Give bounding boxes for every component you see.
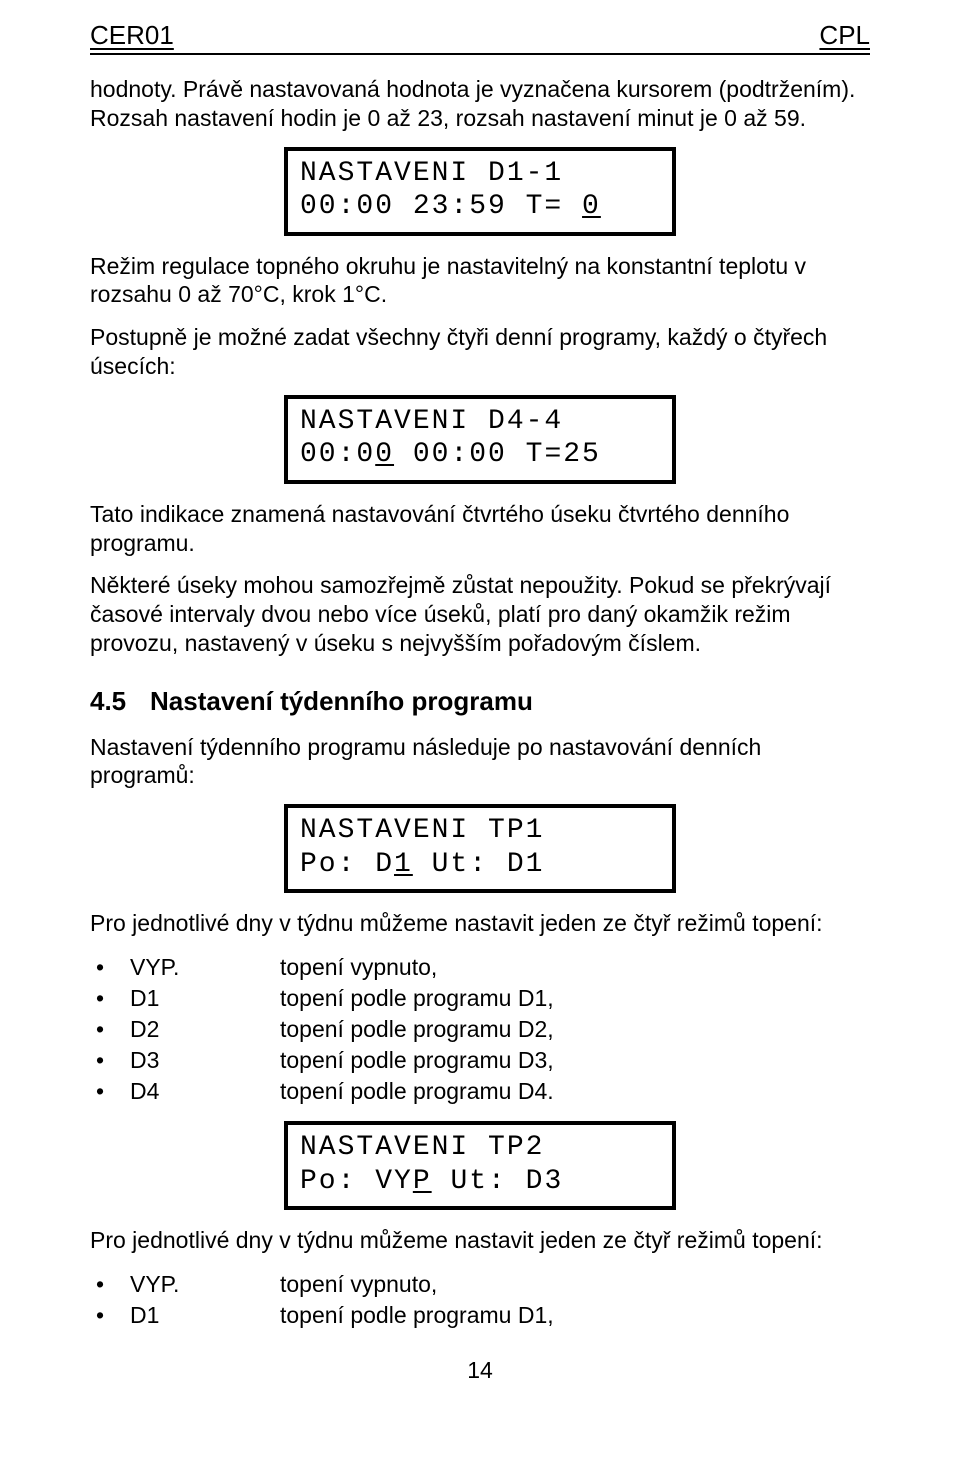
paragraph-6: Nastavení týdenního programu následuje p…	[90, 733, 870, 791]
list-item: D1topení podle programu D1,	[90, 1300, 870, 1331]
section-title: Nastavení týdenního programu	[150, 686, 533, 716]
page-header: CER01 CPL	[90, 20, 870, 55]
lcd3-line2: Po: D1 Ut: D1	[300, 848, 660, 882]
paragraph-5: Některé úseky mohou samozřejmě zůstat ne…	[90, 571, 870, 657]
page: CER01 CPL hodnoty. Právě nastavovaná hod…	[0, 0, 960, 1414]
lcd2-line2: 00:00 00:00 T=25	[300, 438, 660, 472]
section-number: 4.5	[90, 686, 150, 717]
lcd2-line1: NASTAVENI D4-4	[300, 405, 660, 439]
lcd3-line1: NASTAVENI TP1	[300, 814, 660, 848]
page-number: 14	[90, 1357, 870, 1384]
list-item: D1topení podle programu D1,	[90, 983, 870, 1014]
list-item: D4topení podle programu D4.	[90, 1076, 870, 1107]
header-right: CPL	[819, 20, 870, 51]
list-item: D3topení podle programu D3,	[90, 1045, 870, 1076]
modes-list-1: VYP.topení vypnuto, D1topení podle progr…	[90, 952, 870, 1107]
section-heading: 4.5Nastavení týdenního programu	[90, 686, 870, 717]
lcd-display-1: NASTAVENI D1-1 00:00 23:59 T= 0	[284, 147, 676, 236]
paragraph-3: Postupně je možné zadat všechny čtyři de…	[90, 323, 870, 381]
list-item: VYP.topení vypnuto,	[90, 1269, 870, 1300]
lcd-display-2: NASTAVENI D4-4 00:00 00:00 T=25	[284, 395, 676, 484]
lcd4-line2: Po: VYP Ut: D3	[300, 1165, 660, 1199]
modes-list-2: VYP.topení vypnuto, D1topení podle progr…	[90, 1269, 870, 1331]
paragraph-2: Režim regulace topného okruhu je nastavi…	[90, 252, 870, 310]
lcd1-line2: 00:00 23:59 T= 0	[300, 190, 660, 224]
paragraph-4: Tato indikace znamená nastavování čtvrté…	[90, 500, 870, 558]
paragraph-7: Pro jednotlivé dny v týdnu můžeme nastav…	[90, 909, 870, 938]
paragraph-8: Pro jednotlivé dny v týdnu můžeme nastav…	[90, 1226, 870, 1255]
lcd1-line1: NASTAVENI D1-1	[300, 157, 660, 191]
list-item: VYP.topení vypnuto,	[90, 952, 870, 983]
lcd-display-3: NASTAVENI TP1 Po: D1 Ut: D1	[284, 804, 676, 893]
lcd4-line1: NASTAVENI TP2	[300, 1131, 660, 1165]
paragraph-1: hodnoty. Právě nastavovaná hodnota je vy…	[90, 75, 870, 133]
lcd-display-4: NASTAVENI TP2 Po: VYP Ut: D3	[284, 1121, 676, 1210]
list-item: D2topení podle programu D2,	[90, 1014, 870, 1045]
header-left: CER01	[90, 20, 174, 51]
